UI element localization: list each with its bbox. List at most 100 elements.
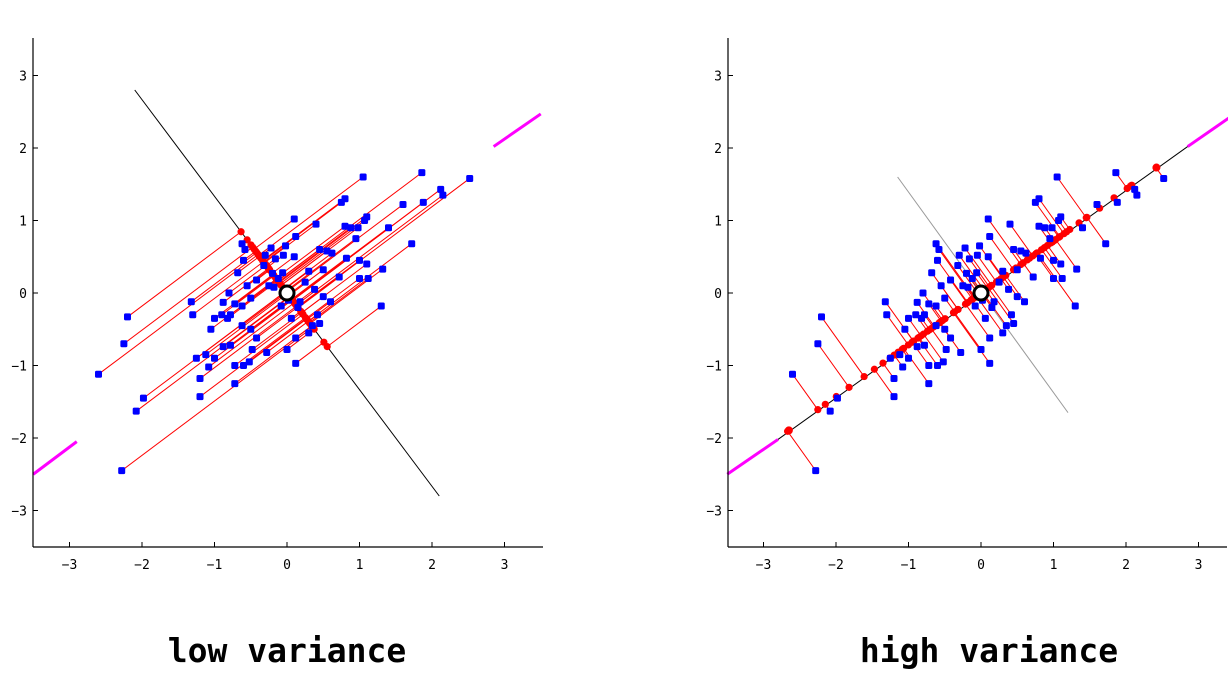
data-point bbox=[132, 407, 140, 415]
projection-line bbox=[987, 218, 1022, 265]
data-point bbox=[973, 251, 981, 259]
projection-line bbox=[98, 254, 259, 375]
x-tick-label: 1 bbox=[1050, 558, 1058, 573]
data-point bbox=[957, 348, 965, 356]
data-points-low bbox=[95, 169, 474, 475]
data-point bbox=[968, 275, 976, 282]
data-point bbox=[939, 358, 947, 366]
projection-line bbox=[979, 245, 1003, 279]
data-point bbox=[1093, 201, 1101, 209]
projection-line bbox=[306, 301, 331, 320]
data-point bbox=[886, 354, 894, 362]
data-point bbox=[934, 256, 941, 264]
data-point bbox=[932, 302, 940, 310]
data-point bbox=[219, 343, 227, 351]
projection-line bbox=[297, 178, 471, 308]
projection-line bbox=[249, 318, 307, 363]
data-point bbox=[959, 282, 967, 290]
data-point bbox=[359, 173, 367, 181]
data-point bbox=[1160, 174, 1168, 182]
projection-line bbox=[205, 293, 288, 356]
projection-line bbox=[234, 274, 274, 305]
data-point bbox=[218, 311, 226, 319]
data-point bbox=[290, 253, 298, 261]
data-point bbox=[466, 174, 474, 182]
projection-line bbox=[275, 225, 346, 279]
data-point bbox=[789, 370, 796, 378]
data-point bbox=[947, 334, 955, 342]
data-point bbox=[231, 380, 239, 388]
projection-line bbox=[199, 305, 298, 379]
data-point bbox=[1050, 256, 1057, 264]
data-point bbox=[308, 322, 316, 330]
x-tick-label: 0 bbox=[283, 558, 291, 573]
data-point bbox=[1058, 275, 1066, 282]
data-point bbox=[1041, 224, 1049, 232]
x-tick-label: −3 bbox=[756, 558, 772, 573]
projection-line bbox=[241, 291, 287, 327]
projection-line bbox=[923, 333, 944, 363]
data-point bbox=[881, 298, 889, 306]
data-point bbox=[335, 273, 343, 281]
principal-axis-segment bbox=[726, 438, 779, 476]
data-point bbox=[312, 220, 320, 228]
data-point bbox=[954, 261, 962, 269]
data-point bbox=[1013, 266, 1021, 274]
data-point bbox=[271, 255, 279, 263]
data-point bbox=[986, 359, 994, 367]
data-point bbox=[265, 282, 273, 290]
projection-line bbox=[964, 247, 993, 286]
projection-line bbox=[291, 227, 389, 301]
data-point bbox=[352, 235, 360, 243]
projection-line bbox=[285, 238, 357, 292]
data-point bbox=[292, 334, 300, 342]
y-tick-label: −2 bbox=[11, 432, 27, 447]
projection-line bbox=[1086, 217, 1107, 244]
data-point bbox=[814, 340, 822, 348]
projected-point bbox=[249, 243, 257, 251]
projection-line bbox=[990, 285, 1012, 316]
data-point bbox=[231, 300, 239, 308]
data-point bbox=[211, 354, 218, 362]
data-point bbox=[955, 251, 963, 259]
projected-point bbox=[860, 372, 868, 381]
data-point bbox=[1071, 302, 1079, 310]
projection-line bbox=[1038, 198, 1065, 234]
x-tick-label: 2 bbox=[1122, 558, 1130, 573]
projected-point bbox=[814, 406, 822, 414]
projection-line bbox=[295, 194, 444, 306]
data-point bbox=[292, 232, 300, 240]
projected-point bbox=[254, 250, 262, 259]
projection-line bbox=[297, 276, 340, 309]
data-point bbox=[1021, 298, 1028, 306]
projection-line bbox=[792, 373, 819, 410]
projection-line bbox=[1041, 249, 1063, 279]
data-point bbox=[977, 346, 985, 354]
data-point bbox=[1002, 322, 1010, 330]
projected-point bbox=[237, 228, 245, 236]
projection-line bbox=[1055, 239, 1078, 270]
projected-point bbox=[949, 309, 958, 317]
projection-line bbox=[930, 328, 947, 350]
data-point bbox=[248, 346, 256, 354]
data-point bbox=[247, 294, 255, 302]
data-point bbox=[920, 341, 928, 349]
data-point bbox=[238, 322, 246, 330]
projection-line bbox=[214, 274, 274, 319]
data-point bbox=[1112, 169, 1120, 177]
projection-line bbox=[917, 337, 938, 366]
data-point bbox=[311, 285, 319, 293]
data-point bbox=[238, 240, 246, 248]
projection-line bbox=[208, 302, 295, 368]
projection-line bbox=[787, 431, 817, 471]
data-point bbox=[139, 394, 147, 402]
data-point bbox=[1035, 222, 1043, 230]
data-point bbox=[202, 351, 210, 359]
data-point bbox=[120, 340, 128, 348]
projection-line bbox=[903, 348, 930, 384]
data-point bbox=[124, 313, 131, 321]
data-point bbox=[241, 246, 249, 253]
projection-line bbox=[263, 245, 286, 263]
data-point bbox=[942, 346, 950, 354]
